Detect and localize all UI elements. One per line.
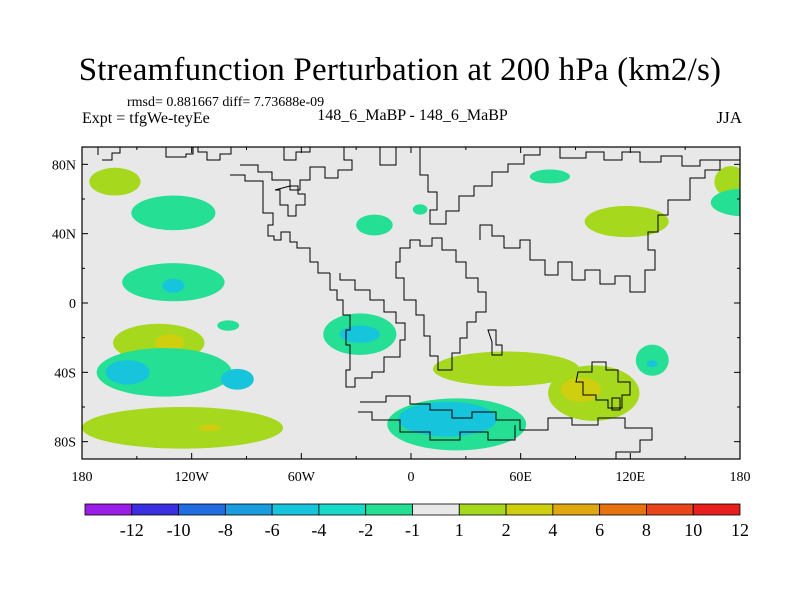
region-tropical-pacific-min bbox=[162, 278, 185, 293]
region-pacific-north-negative bbox=[710, 188, 740, 217]
x-tick-label: 120E bbox=[616, 470, 646, 485]
region-south-atlantic-positive-band bbox=[432, 351, 580, 387]
coastline-arctic-canada bbox=[197, 147, 353, 191]
colorbar: -12 -10 -8 -6 -4 -2 -1 1 2 4 6 8 10 12 bbox=[84, 503, 749, 540]
region-atlantic-north-negative bbox=[131, 195, 216, 231]
coastline-africa bbox=[395, 237, 487, 371]
region-south-pacific-max bbox=[155, 334, 185, 352]
x-tick-label: 180 bbox=[72, 470, 93, 485]
colorbar-box bbox=[646, 503, 694, 516]
colorbar-label: 8 bbox=[642, 520, 651, 540]
colorbar-label: 6 bbox=[595, 520, 604, 540]
region-greenland-negative bbox=[529, 169, 571, 184]
colorbar-label: 12 bbox=[731, 520, 749, 540]
colorbar-box bbox=[131, 503, 179, 516]
chart-title: Streamfunction Perturbation at 200 hPa (… bbox=[78, 52, 722, 88]
colorbar-box bbox=[458, 503, 507, 516]
y-tick-label: 40S bbox=[54, 366, 76, 381]
y-tick-label: 40N bbox=[52, 228, 76, 243]
x-tick-label: 120W bbox=[175, 470, 210, 485]
colorbar-label: -10 bbox=[167, 520, 191, 540]
region-australia-min bbox=[646, 360, 658, 368]
y-tick-label: 80S bbox=[54, 436, 76, 451]
coastline-australia bbox=[575, 361, 631, 411]
season-label: JJA bbox=[716, 108, 742, 127]
colorbar-box bbox=[224, 503, 273, 516]
y-tick-label: 80N bbox=[52, 158, 76, 173]
region-siberia-positive bbox=[584, 205, 669, 238]
coastline-south-america bbox=[329, 273, 406, 388]
colorbar-label: 10 bbox=[684, 520, 702, 540]
region-indian-ocean-max bbox=[560, 377, 602, 402]
x-tick-label: 0 bbox=[408, 470, 415, 485]
colorbar-label: 2 bbox=[502, 520, 511, 540]
colorbar-box bbox=[412, 503, 460, 516]
coastline-overlay bbox=[97, 147, 740, 459]
colorbar-box bbox=[271, 503, 320, 516]
stats-label: rmsd= 0.881667 diff= 7.73688e-09 bbox=[127, 95, 325, 110]
x-tick-label: 60E bbox=[509, 470, 532, 485]
axes: 180 120W 60W 0 60E 120E 180 80N 40N 0 40S 80S bbox=[52, 147, 751, 485]
colorbar-box bbox=[318, 503, 367, 516]
y-tick-label: 0 bbox=[69, 297, 76, 312]
colorbar-box bbox=[599, 503, 647, 516]
colorbar-label: -6 bbox=[265, 520, 280, 540]
colorbar-label: 1 bbox=[455, 520, 464, 540]
region-north-america-negative bbox=[356, 214, 393, 236]
region-north-atlantic-small-negative bbox=[412, 204, 428, 215]
region-north-atlantic-positive bbox=[89, 167, 141, 196]
colorbar-label: -12 bbox=[120, 520, 144, 540]
colorbar-label: -1 bbox=[405, 520, 420, 540]
expt-label: Expt = tfgWe-teyEe bbox=[82, 110, 210, 127]
coastline-north-america bbox=[97, 147, 330, 274]
colorbar-label: -8 bbox=[218, 520, 233, 540]
coastline-madagascar bbox=[487, 329, 503, 356]
region-southern-ocean-negative bbox=[96, 348, 232, 397]
region-southern-ocean-positive bbox=[82, 407, 284, 449]
colorbar-box bbox=[552, 503, 601, 516]
coastline-europe-asia bbox=[379, 147, 740, 225]
region-antarctic-min bbox=[398, 401, 497, 437]
region-southern-ocean-min-b bbox=[220, 368, 254, 390]
colorbar-label: -2 bbox=[358, 520, 373, 540]
colorbar-label: -4 bbox=[311, 520, 326, 540]
contour-regions bbox=[82, 166, 740, 451]
x-tick-label: 180 bbox=[730, 470, 751, 485]
colorbar-box bbox=[505, 503, 554, 516]
colorbar-box bbox=[365, 503, 413, 516]
coastline-asia-south bbox=[479, 160, 721, 293]
colorbar-box bbox=[84, 503, 133, 516]
region-southern-ocean-min-a bbox=[105, 360, 150, 385]
colorbar-label: 4 bbox=[548, 520, 557, 540]
region-central-pacific-small-negative bbox=[217, 320, 240, 331]
colorbar-box bbox=[692, 503, 741, 516]
colorbar-box bbox=[178, 503, 226, 516]
coastline-antarctica bbox=[358, 395, 653, 459]
case-label: 148_6_MaBP - 148_6_MaBP bbox=[317, 107, 508, 124]
x-tick-label: 60W bbox=[288, 470, 316, 485]
region-southern-ocean-small-max bbox=[198, 424, 221, 432]
coastline-greenland bbox=[274, 147, 311, 217]
